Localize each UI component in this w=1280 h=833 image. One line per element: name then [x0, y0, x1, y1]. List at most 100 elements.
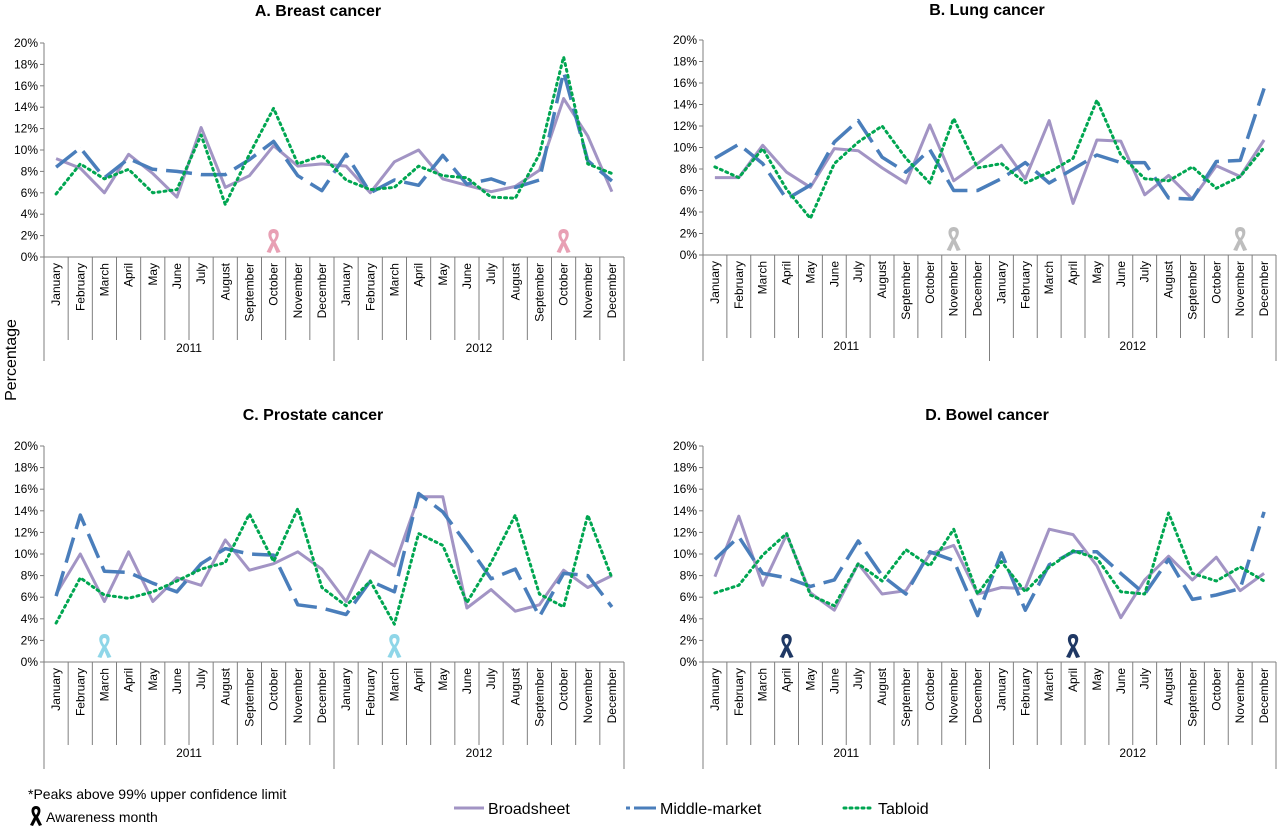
x-tick-label-october: October [267, 668, 281, 711]
x-tick-label-june: June [827, 668, 841, 694]
x-tick-label-august: August [508, 667, 522, 705]
panel-bowel-cancer: D. Bowel cancer 0% 2% 4% 6% 8% 10% 12% 14% 16% 18%… [673, 407, 1277, 769]
y-tick-label: 18% [14, 461, 38, 475]
x-tick-label-july: July [851, 261, 865, 282]
y-tick-label: 6% [680, 184, 698, 198]
x-tick-label-july: July [484, 263, 498, 284]
x-year-label: 2011 [833, 339, 859, 353]
x-tick-label-november: November [291, 668, 305, 723]
x-tick-label-april: April [1066, 261, 1080, 285]
x-tick-label-january: January [994, 261, 1008, 304]
x-tick-label-august: August [218, 262, 232, 300]
x-tick-label-december: December [1257, 668, 1271, 723]
x-tick-label-july: July [194, 668, 208, 689]
x-tick-label-march: March [1042, 261, 1056, 294]
x-tick-label-november: November [1233, 261, 1247, 316]
x-tick-label-june: June [827, 261, 841, 287]
x-tick-label-april: April [412, 668, 426, 692]
x-tick-label-march: March [387, 668, 401, 701]
x-tick-label-august: August [508, 262, 522, 300]
x-tick-label-february: February [73, 263, 87, 311]
x-tick-label-december: December [605, 263, 619, 318]
y-tick-label: 6% [21, 186, 39, 200]
series-middle-market [54, 491, 614, 619]
x-tick-label-january: January [708, 668, 722, 711]
awareness-ribbon-icon [556, 229, 571, 253]
x-tick-label-november: November [581, 263, 595, 318]
x-tick-label-april: April [780, 668, 794, 692]
x-tick-label-september: September [1185, 261, 1199, 320]
y-tick-label: 2% [21, 229, 39, 243]
x-tick-label-april: April [412, 263, 426, 287]
y-tick-label: 6% [21, 590, 39, 604]
x-tick-label-january: January [49, 263, 63, 306]
y-tick-label: 4% [680, 205, 698, 219]
y-tick-label: 4% [21, 207, 39, 221]
x-tick-label-september: September [1185, 668, 1199, 727]
x-tick-label-april: April [122, 263, 136, 287]
series-tabloid [54, 507, 614, 626]
series-tabloid [713, 98, 1266, 220]
panel-title: C. Prostate cancer [243, 407, 384, 424]
x-tick-label-february: February [1018, 261, 1032, 309]
legend-label-tabloid: Tabloid [878, 801, 929, 818]
x-tick-label-april: April [1066, 668, 1080, 692]
x-tick-label-june: June [170, 263, 184, 289]
x-tick-label-june: June [460, 668, 474, 694]
x-tick-label-february: February [1018, 668, 1032, 716]
x-tick-label-october: October [923, 261, 937, 304]
y-tick-label: 4% [21, 612, 39, 626]
series-line-broadsheet [714, 119, 1266, 205]
x-tick-label-september: September [899, 261, 913, 320]
series-line-broadsheet [55, 97, 614, 199]
x-year-label: 2012 [466, 341, 493, 355]
x-tick-label-january: January [994, 668, 1008, 711]
y-tick-label: 18% [673, 55, 697, 69]
y-tick-label: 8% [21, 164, 39, 178]
awareness-ribbon-icon [1233, 227, 1248, 251]
y-tick-label: 12% [673, 119, 697, 133]
x-tick-label-may: May [1090, 668, 1104, 691]
y-tick-label: 2% [680, 227, 698, 241]
series-broadsheet [55, 97, 614, 199]
y-tick-label: 6% [680, 590, 698, 604]
series-line-tabloid [54, 507, 614, 626]
x-tick-label-february: February [732, 668, 746, 716]
x-tick-label-june: June [460, 263, 474, 289]
awareness-ribbon-icon [97, 634, 112, 658]
y-tick-label: 0% [680, 248, 698, 262]
awareness-note: Awareness month [46, 809, 158, 825]
y-tick-label: 12% [673, 525, 697, 539]
x-tick-label-august: August [218, 667, 232, 705]
awareness-ribbon-icon [387, 634, 402, 658]
y-tick-label: 10% [673, 547, 697, 561]
y-tick-label: 12% [14, 122, 38, 136]
panel-lung-cancer: B. Lung cancer 0% 2% 4% 6% 8% 10% 12% 14% 16% 18% 2… [673, 2, 1277, 361]
awareness-ribbon-icon [266, 229, 281, 253]
x-tick-label-august: August [875, 667, 889, 705]
x-tick-label-september: September [242, 668, 256, 727]
awareness-ribbon-icon [946, 227, 961, 251]
legend: Broadsheet Middle-market Tabloid [454, 801, 929, 818]
y-tick-label: 0% [21, 655, 39, 669]
x-tick-label-june: June [170, 668, 184, 694]
series-line-tabloid [713, 98, 1266, 220]
series-line-middle-market [714, 87, 1266, 201]
x-year-label: 2011 [176, 746, 202, 760]
series-line-broadsheet [713, 514, 1265, 620]
panel-title: B. Lung cancer [929, 2, 1045, 19]
awareness-ribbon-icon [779, 634, 794, 658]
x-tick-label-september: September [532, 263, 546, 322]
y-tick-label: 8% [680, 569, 698, 583]
panel-breast-cancer: A. Breast cancer 0% 2% 4% 6% 8% 10% 12% 14% 16% 18… [14, 3, 625, 361]
y-tick-label: 0% [21, 250, 39, 264]
y-tick-label: 18% [14, 57, 38, 71]
x-tick-label-may: May [146, 668, 160, 691]
y-tick-label: 14% [673, 504, 697, 518]
panel-title: D. Bowel cancer [925, 407, 1049, 424]
x-tick-label-september: September [899, 668, 913, 727]
y-tick-label: 8% [680, 162, 698, 176]
y-tick-label: 20% [673, 33, 697, 47]
peaks-note: *Peaks above 99% upper confidence limit [28, 786, 286, 802]
x-tick-label-february: February [732, 261, 746, 309]
